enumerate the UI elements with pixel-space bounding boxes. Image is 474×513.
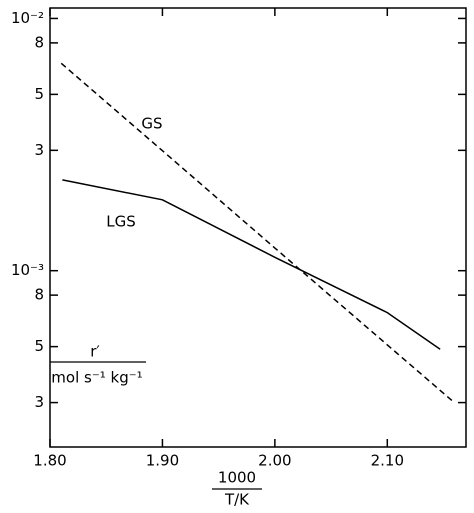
y-tick-label: 3 (34, 141, 44, 159)
y-tick-label: 5 (34, 85, 44, 103)
y-label-top: r′ (90, 343, 100, 361)
y-tick-label: 10⁻² (11, 9, 44, 27)
x-tick-label: 1.90 (146, 452, 179, 470)
plot-frame (49, 7, 467, 448)
y-tick-label: 3 (34, 393, 44, 411)
series-line (60, 62, 456, 404)
y-label-bottom: mol s⁻¹ kg⁻¹ (51, 369, 142, 387)
x-label-bottom: T/K (224, 491, 250, 509)
series-label: GS (141, 115, 162, 133)
series-label: LGS (106, 213, 136, 231)
x-tick-label: 1.80 (33, 452, 66, 470)
y-tick-label: 10⁻³ (11, 261, 44, 279)
y-tick-label: 8 (34, 33, 44, 51)
series-line (62, 179, 441, 350)
x-label-top: 1000 (218, 469, 256, 487)
y-tick-label: 5 (34, 337, 44, 355)
x-tick-label: 2.10 (371, 452, 404, 470)
x-tick-label: 2.00 (258, 452, 291, 470)
y-tick-label: 8 (34, 286, 44, 304)
